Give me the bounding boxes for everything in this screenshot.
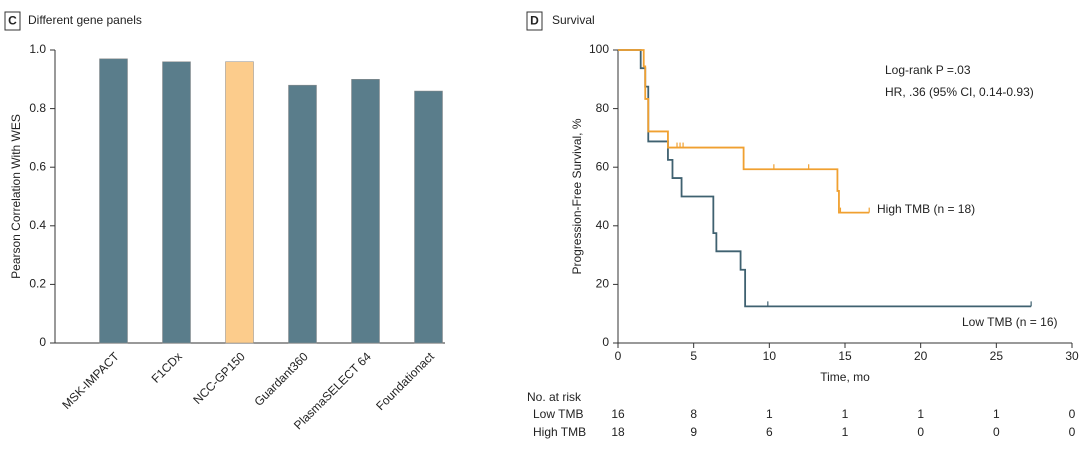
annotation: HR, .36 (95% CI, 0.14-0.93) — [885, 85, 1034, 99]
bar — [225, 61, 254, 344]
panel-label: C — [8, 14, 17, 28]
bar — [288, 84, 317, 344]
x-tick-label: Guardant360 — [251, 349, 311, 409]
x-tick-label: F1CDx — [149, 349, 185, 385]
risk-count: 0 — [917, 425, 924, 439]
bar — [162, 61, 191, 344]
risk-row-name: High TMB — [533, 425, 586, 439]
survival-line — [618, 49, 870, 214]
x-tick-label: 15 — [838, 349, 852, 363]
x-axis-label: Time, mo — [820, 370, 870, 384]
bar — [414, 90, 443, 344]
panel-box — [526, 11, 543, 31]
risk-count: 0 — [1069, 425, 1076, 439]
risk-count: 0 — [993, 425, 1000, 439]
y-tick-label: 0 — [602, 335, 609, 349]
y-tick-label: 60 — [596, 159, 610, 173]
y-tick-label: 0 — [39, 335, 46, 349]
y-tick-label: 0.6 — [29, 159, 46, 173]
y-tick-label: 0.4 — [29, 218, 46, 232]
y-tick-label: 40 — [596, 218, 610, 232]
y-tick-label: 100 — [589, 42, 609, 56]
y-tick-label: 0.2 — [29, 277, 46, 291]
x-tick-label: MSK-IMPACT — [59, 349, 122, 412]
risk-count: 6 — [766, 425, 773, 439]
x-tick-label: 30 — [1065, 349, 1079, 363]
y-tick-label: 20 — [596, 277, 610, 291]
risk-row-name: Low TMB — [533, 407, 583, 421]
series-label: High TMB (n = 18) — [877, 202, 975, 216]
risk-count: 1 — [993, 407, 1000, 421]
risk-count: 8 — [690, 407, 697, 421]
panel-box — [4, 11, 21, 31]
y-tick-label: 80 — [596, 101, 610, 115]
x-tick-label: 20 — [914, 349, 928, 363]
x-tick-label: Foundationact — [373, 349, 437, 413]
risk-count: 1 — [917, 407, 924, 421]
risk-count: 1 — [842, 425, 849, 439]
risk-count: 18 — [611, 425, 625, 439]
risk-count: 1 — [842, 407, 849, 421]
y-tick-label: 1.0 — [29, 42, 46, 56]
risk-table-title: No. at risk — [527, 390, 582, 404]
chart-title: Survival — [552, 13, 595, 27]
chart-title: Different gene panels — [28, 13, 142, 27]
series-label: Low TMB (n = 16) — [962, 315, 1057, 329]
y-axis-label: Pearson Correlation With WES — [9, 114, 23, 279]
bar — [351, 79, 380, 344]
y-tick-label: 0.8 — [29, 101, 46, 115]
risk-count: 9 — [690, 425, 697, 439]
x-tick-label: NCC-GP150 — [190, 349, 248, 407]
x-tick-label: 0 — [615, 349, 622, 363]
risk-count: 0 — [1069, 407, 1076, 421]
risk-count: 16 — [611, 407, 625, 421]
panel-label: D — [530, 14, 539, 28]
bar — [99, 58, 128, 344]
x-tick-label: 25 — [990, 349, 1004, 363]
x-tick-label: 5 — [690, 349, 697, 363]
x-tick-label: 10 — [763, 349, 777, 363]
y-axis-label: Progression-Free Survival, % — [570, 118, 584, 274]
risk-count: 1 — [766, 407, 773, 421]
annotation: Log-rank P =.03 — [885, 63, 971, 77]
